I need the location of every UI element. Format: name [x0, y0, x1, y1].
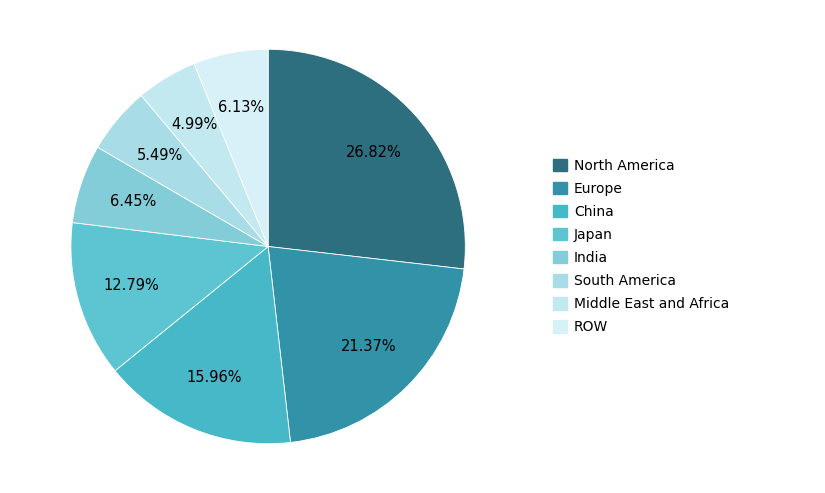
- Wedge shape: [268, 246, 464, 442]
- Wedge shape: [194, 49, 268, 247]
- Wedge shape: [115, 246, 290, 444]
- Text: 15.96%: 15.96%: [186, 370, 243, 386]
- Text: 12.79%: 12.79%: [104, 278, 159, 293]
- Wedge shape: [268, 49, 465, 269]
- Wedge shape: [71, 222, 268, 371]
- Legend: North America, Europe, China, Japan, India, South America, Middle East and Afric: North America, Europe, China, Japan, Ind…: [546, 152, 736, 341]
- Text: 4.99%: 4.99%: [172, 117, 218, 132]
- Text: 5.49%: 5.49%: [136, 147, 182, 163]
- Text: 21.37%: 21.37%: [341, 339, 396, 354]
- Wedge shape: [73, 147, 268, 246]
- Text: 6.13%: 6.13%: [218, 100, 264, 115]
- Wedge shape: [97, 96, 268, 246]
- Text: 6.45%: 6.45%: [111, 194, 157, 209]
- Text: 26.82%: 26.82%: [346, 144, 402, 160]
- Wedge shape: [141, 64, 268, 246]
